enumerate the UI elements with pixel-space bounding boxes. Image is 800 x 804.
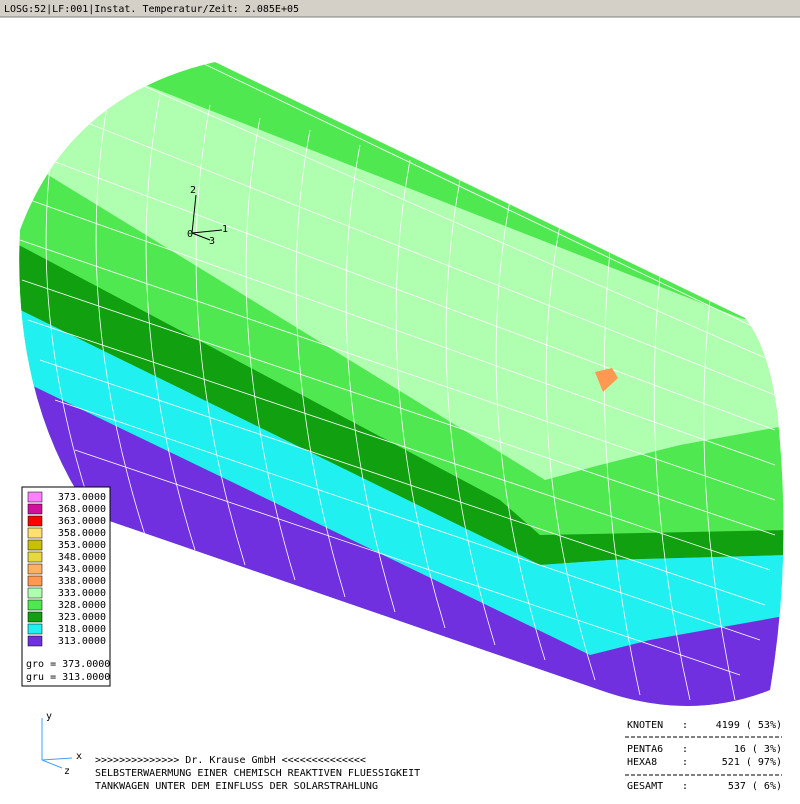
axis-label: y: [46, 711, 52, 722]
axis-icon: [41, 718, 73, 769]
legend-swatch: [27, 539, 43, 551]
stat-value: 521 ( 97%): [722, 757, 782, 768]
stat-value: 4199 ( 53%): [716, 720, 782, 731]
stat-label: KNOTEN: [627, 720, 663, 731]
legend-swatch: [27, 491, 43, 503]
legend-swatch: [27, 551, 43, 563]
stat-label: GESAMT: [627, 781, 663, 792]
triad-label: 2: [190, 185, 196, 196]
stat-value: 16 ( 3%): [734, 744, 782, 755]
title-text: LOSG:52|LF:001|Instat. Temperatur/Zeit: …: [4, 4, 299, 15]
legend-label: 333.0000: [58, 588, 106, 599]
legend-swatch: [27, 563, 43, 575]
axis-label: x: [76, 751, 82, 762]
legend-swatch: [27, 635, 43, 647]
band-323: [19, 235, 784, 565]
stat-sep: :: [682, 781, 688, 792]
legend-label: 323.0000: [58, 612, 106, 623]
legend-label: 368.0000: [58, 504, 106, 515]
legend-box: [21, 486, 111, 687]
legend-label: 328.0000: [58, 600, 106, 611]
legend-swatch: [27, 587, 43, 599]
legend-label: 373.0000: [58, 492, 106, 503]
triad-label: 1: [222, 224, 228, 235]
stat-label: PENTA6: [627, 744, 663, 755]
stat-sep: :: [682, 757, 688, 768]
legend-label: 348.0000: [58, 552, 106, 563]
triad-axis: [191, 229, 223, 234]
legend-swatch: [27, 515, 43, 527]
triad-label: 3: [209, 236, 215, 247]
mesh: [19, 62, 776, 701]
stats: KNOTEN: 4199 ( 53%) PENTA6: 16 ( 3%) HEXA8: 5…: [627, 720, 782, 792]
band-318: [19, 300, 784, 655]
legend-label: 313.0000: [58, 636, 106, 647]
legend-swatch: [27, 611, 43, 623]
legend-label: 363.0000: [58, 516, 106, 527]
footer-line: >>>>>>>>>>>>>> Dr. Krause GmbH <<<<<<<<<…: [95, 755, 366, 766]
triad-label: 0: [187, 229, 193, 240]
legend-label: 343.0000: [58, 564, 106, 575]
triad-axis: [191, 194, 197, 234]
axis-line: [41, 759, 63, 769]
stat-value: 537 ( 6%): [728, 781, 782, 792]
triad-axis: [191, 232, 211, 241]
footer-line: SELBSTERWAERMUNG EINER CHEMISCH REAKTIVE…: [95, 768, 420, 779]
axis-label: z: [64, 766, 70, 777]
legend-swatch: [27, 623, 43, 635]
legend-label: 338.0000: [58, 576, 106, 587]
stat-sep: :: [682, 720, 688, 731]
legend-swatch: [27, 503, 43, 515]
legend-max: gro = 373.0000: [26, 659, 110, 670]
legend-label: 353.0000: [58, 540, 106, 551]
legend: 373.0000368.0000363.0000358.0000353.0000…: [27, 491, 106, 647]
stat-sep: :: [682, 744, 688, 755]
hot-spot: [595, 368, 618, 392]
legend-label: 318.0000: [58, 624, 106, 635]
footer-line: TANKWAGEN UNTER DEM EINFLUSS DER SOLARST…: [95, 781, 378, 792]
legend-swatch: [27, 599, 43, 611]
stat-label: HEXA8: [627, 757, 657, 768]
legend-label: 358.0000: [58, 528, 106, 539]
legend-min: gru = 313.0000: [26, 672, 110, 683]
triad: [191, 194, 223, 241]
legend-swatch: [27, 527, 43, 539]
title-bar: [0, 0, 800, 17]
legend-swatch: [27, 575, 43, 587]
axis-line: [41, 757, 73, 761]
